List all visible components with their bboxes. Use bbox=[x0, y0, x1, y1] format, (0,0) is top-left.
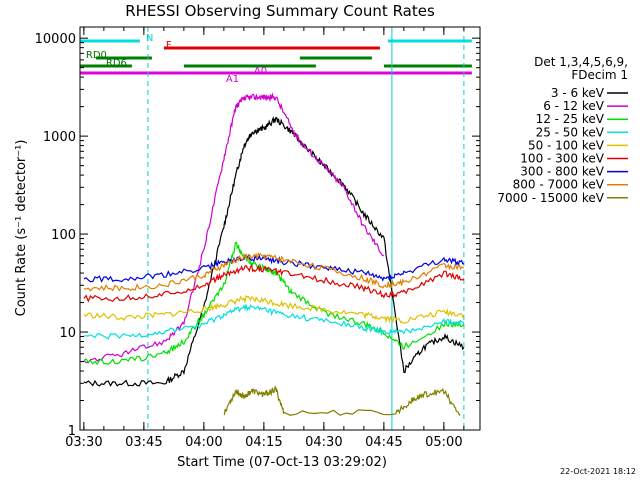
x-tick-label-6: 05:00 bbox=[425, 435, 462, 450]
plot-frame bbox=[79, 26, 481, 431]
x-tick-label-0: 03:30 bbox=[65, 435, 102, 450]
annotation-a0: A0 bbox=[254, 66, 267, 77]
x-axis-label: Start Time (07-Oct-13 03:29:02) bbox=[177, 455, 387, 470]
annotation-f: F bbox=[166, 40, 172, 51]
legend-label-3: 25 - 50 keV bbox=[536, 125, 605, 139]
series-line-5 bbox=[83, 264, 465, 303]
legend-label-4: 50 - 100 keV bbox=[528, 138, 605, 152]
legend-label-8: 7000 - 15000 keV bbox=[497, 191, 604, 205]
x-tick-label-1: 03:45 bbox=[125, 435, 162, 450]
series-line-1 bbox=[83, 92, 385, 364]
x-tick-label-2: 04:00 bbox=[185, 435, 222, 450]
legend-label-6: 300 - 800 keV bbox=[520, 165, 604, 179]
x-tick-label-3: 04:15 bbox=[245, 435, 282, 450]
series-layer bbox=[83, 92, 465, 416]
legend-label-0: 3 - 6 keV bbox=[551, 86, 605, 100]
y-tick-label-2: 100 bbox=[51, 228, 76, 243]
y-tick-label-1: 10 bbox=[59, 326, 76, 341]
legend-label-5: 100 - 300 keV bbox=[520, 152, 604, 166]
state-bars-layer bbox=[80, 39, 472, 75]
annotation-n: N bbox=[146, 33, 153, 44]
vlines-layer bbox=[147, 27, 465, 430]
legend-label-7: 800 - 7000 keV bbox=[513, 178, 605, 192]
y-tick-label-0: 1 bbox=[68, 424, 76, 439]
annotation-a1: A1 bbox=[226, 74, 239, 85]
annotation-rd6: RD6 bbox=[106, 58, 127, 69]
legend-header-line-1: Det 1,3,4,5,6,9, bbox=[534, 55, 628, 69]
series-line-8 bbox=[223, 385, 461, 416]
series-line-3 bbox=[83, 304, 465, 340]
series-line-6 bbox=[83, 253, 465, 283]
legend-label-1: 6 - 12 keV bbox=[543, 99, 605, 113]
y-tick-label-4: 10000 bbox=[35, 32, 76, 47]
x-tick-label-4: 04:30 bbox=[305, 435, 342, 450]
series-line-0 bbox=[83, 116, 465, 387]
date-stamp: 22-Oct-2021 18:12 bbox=[560, 467, 636, 476]
legend-header-line-2: FDecim 1 bbox=[571, 68, 628, 82]
y-axis-label: Count Rate (s⁻¹ detector⁻¹) bbox=[14, 140, 29, 317]
y-tick-label-3: 1000 bbox=[43, 130, 76, 145]
chart-title: RHESSI Observing Summary Count Rates bbox=[125, 2, 435, 20]
series-line-7 bbox=[83, 252, 465, 292]
axes-layer: 1 10 100 1000 10000 03:30 03:45 04:00 04:15 04:30… bbox=[35, 26, 481, 450]
series-line-4 bbox=[83, 294, 465, 324]
legend-label-2: 12 - 25 keV bbox=[536, 112, 605, 126]
x-tick-label-5: 04:45 bbox=[365, 435, 402, 450]
annotation-rd0: RD0 bbox=[86, 50, 107, 61]
